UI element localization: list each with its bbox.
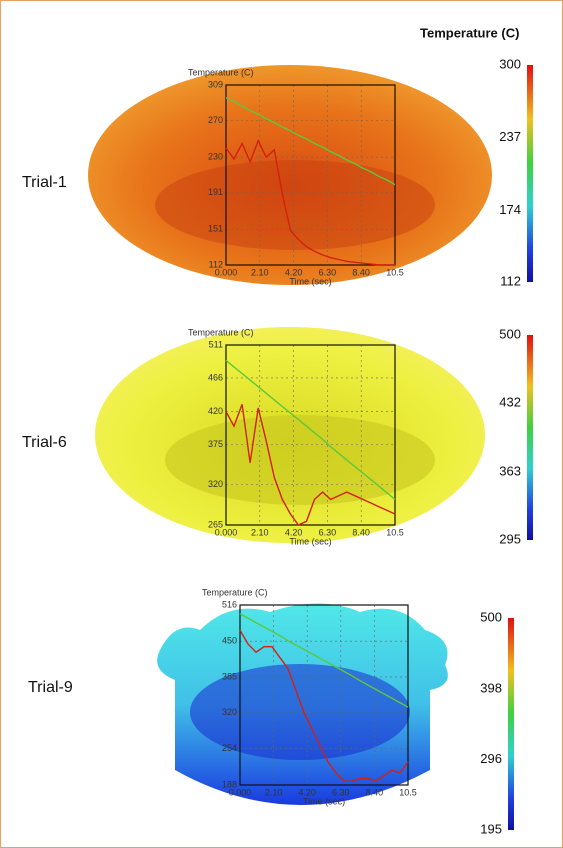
series-line bbox=[225, 97, 396, 186]
y-tick-label: 511 bbox=[209, 339, 223, 349]
x-tick-label: 10.5 bbox=[399, 787, 417, 797]
colorbar bbox=[508, 618, 514, 830]
x-tick-label: 6.30 bbox=[319, 527, 337, 537]
plot-frame bbox=[225, 84, 396, 266]
x-tick-label: 4.20 bbox=[298, 787, 316, 797]
y-tick-label: 188 bbox=[222, 779, 237, 789]
x-tick-label: 10.5 bbox=[386, 267, 404, 277]
colorbar bbox=[527, 65, 533, 282]
y-tick-label: 254 bbox=[222, 743, 237, 753]
x-tick-label: 8.40 bbox=[366, 787, 384, 797]
y-axis-label: Temperature (C) bbox=[188, 327, 254, 337]
y-tick-label: 466 bbox=[208, 372, 223, 382]
x-tick-label: 8.40 bbox=[352, 267, 370, 277]
render-bowl bbox=[155, 160, 435, 250]
trial-label: Trial-6 bbox=[22, 434, 67, 451]
colorbar bbox=[527, 335, 533, 540]
x-tick-label: 8.40 bbox=[352, 527, 370, 537]
x-tick-label: 4.20 bbox=[285, 527, 303, 537]
colorbar-label: 432 bbox=[499, 394, 521, 409]
y-tick-label: 320 bbox=[208, 479, 223, 489]
series-line bbox=[225, 359, 396, 500]
y-axis-label: Temperature (C) bbox=[202, 587, 268, 597]
y-tick-label: 270 bbox=[208, 115, 223, 125]
colorbar-label: 398 bbox=[480, 680, 502, 695]
x-tick-label: 6.30 bbox=[319, 267, 337, 277]
x-tick-label: 0.000 bbox=[229, 787, 252, 797]
render-bowl bbox=[190, 664, 410, 760]
x-tick-label: 0.000 bbox=[215, 527, 238, 537]
colorbar-label: 500 bbox=[499, 326, 521, 341]
y-tick-label: 230 bbox=[208, 152, 223, 162]
y-tick-label: 191 bbox=[208, 187, 223, 197]
series-line bbox=[239, 629, 409, 782]
x-tick-label: 2.10 bbox=[251, 267, 269, 277]
series-line bbox=[239, 613, 409, 708]
y-tick-label: 320 bbox=[222, 707, 237, 717]
x-axis-label: Time (sec) bbox=[303, 796, 345, 806]
y-tick-label: 450 bbox=[222, 636, 237, 646]
plot-frame bbox=[225, 344, 396, 526]
x-tick-label: 0.000 bbox=[215, 267, 238, 277]
colorbar-label: 195 bbox=[480, 821, 502, 836]
colorbar-label: 174 bbox=[499, 202, 521, 217]
trial-label: Trial-9 bbox=[28, 679, 73, 696]
y-axis-label: Temperature (C) bbox=[188, 67, 254, 77]
x-tick-label: 2.10 bbox=[251, 527, 269, 537]
colorbar-label: 300 bbox=[499, 56, 521, 71]
y-tick-label: 309 bbox=[208, 79, 223, 89]
plot-frame bbox=[239, 604, 409, 786]
x-tick-label: 2.10 bbox=[265, 787, 283, 797]
trial-label: Trial-1 bbox=[22, 174, 67, 191]
y-tick-label: 385 bbox=[222, 671, 237, 681]
colorbar-label: 295 bbox=[499, 531, 521, 546]
y-tick-label: 375 bbox=[208, 439, 223, 449]
colorbar-label: 237 bbox=[499, 129, 521, 144]
render-bowl bbox=[165, 415, 435, 505]
colorbar-label: 363 bbox=[499, 463, 521, 478]
colorbar-title: Temperature (C) bbox=[420, 25, 519, 40]
x-tick-label: 4.20 bbox=[285, 267, 303, 277]
colorbar-label: 500 bbox=[480, 609, 502, 624]
y-tick-label: 151 bbox=[208, 224, 223, 234]
y-tick-label: 265 bbox=[208, 519, 223, 529]
y-tick-label: 516 bbox=[222, 599, 237, 609]
series-line bbox=[225, 404, 396, 526]
x-axis-label: Time (sec) bbox=[289, 536, 331, 546]
colorbar-label: 112 bbox=[500, 273, 521, 288]
series-line bbox=[225, 138, 395, 266]
colorbar-label: 296 bbox=[480, 751, 502, 766]
x-tick-label: 10.5 bbox=[386, 527, 404, 537]
x-tick-label: 6.30 bbox=[332, 787, 350, 797]
y-tick-label: 420 bbox=[208, 406, 223, 416]
y-tick-label: 112 bbox=[209, 259, 223, 269]
x-axis-label: Time (sec) bbox=[289, 276, 331, 286]
